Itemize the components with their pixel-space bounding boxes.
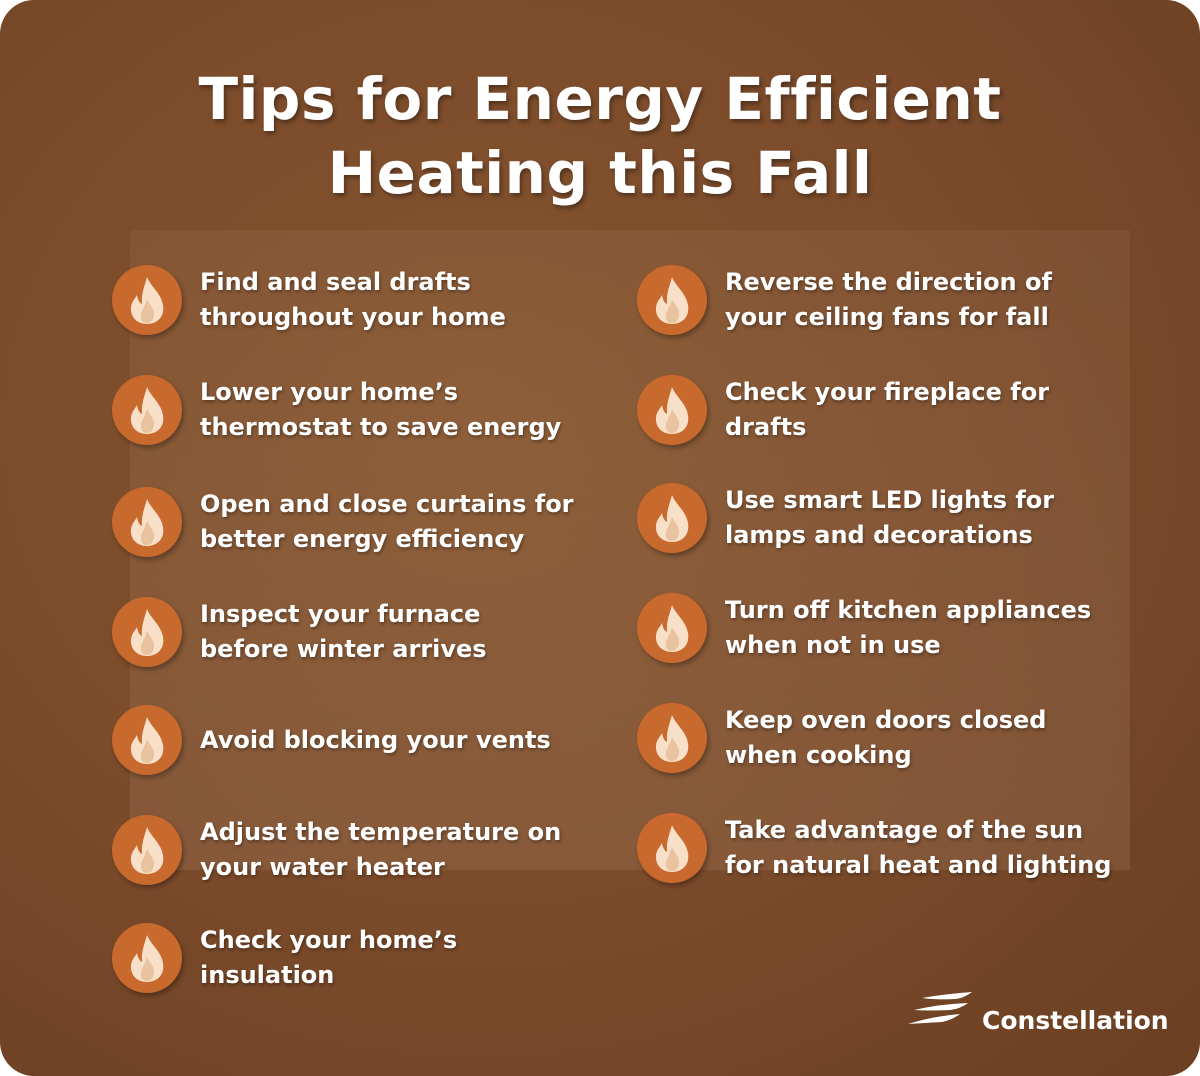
tip-item: Use smart LED lights for lamps and decor… <box>637 483 1054 553</box>
tip-text: Check your home’s insulation <box>200 926 458 989</box>
flame-icon <box>112 705 182 775</box>
flame-icon <box>637 483 707 553</box>
logo-text: Constellation <box>982 1006 1169 1035</box>
tip-text: Turn off kitchen appliances when not in … <box>725 596 1092 659</box>
flame-icon <box>637 375 707 445</box>
tip-text: Find and seal drafts throughout your hom… <box>200 268 506 331</box>
flame-icon <box>112 923 182 993</box>
flame-icon <box>112 487 182 557</box>
tip-text: Take advantage of the sun for natural he… <box>725 816 1112 879</box>
tip-item: Avoid blocking your vents <box>112 705 551 775</box>
tip-text: Check your fireplace for drafts <box>725 378 1050 441</box>
tip-item: Lower your home’s thermostat to save ene… <box>112 375 561 445</box>
tip-item: Find and seal drafts throughout your hom… <box>112 265 506 335</box>
tip-text: Adjust the temperature on your water hea… <box>200 818 562 881</box>
title-line: Heating this Fall <box>327 139 873 207</box>
tip-text: Avoid blocking your vents <box>200 725 551 754</box>
tip-item: Inspect your furnace before winter arriv… <box>112 597 487 667</box>
flame-icon <box>637 593 707 663</box>
flame-icon <box>112 265 182 335</box>
flame-icon <box>637 703 707 773</box>
tip-item: Keep oven doors closed when cooking <box>637 703 1046 773</box>
tip-text: Keep oven doors closed when cooking <box>725 706 1047 769</box>
flame-icon <box>112 597 182 667</box>
tip-text: Open and close curtains for better energ… <box>200 490 574 553</box>
background-photo-overlay <box>130 230 1130 870</box>
title-line: Tips for Energy Efficient <box>198 65 1002 133</box>
tip-text: Inspect your furnace before winter arriv… <box>200 600 487 663</box>
flame-icon <box>637 265 707 335</box>
flame-icon <box>637 813 707 883</box>
tip-item: Turn off kitchen appliances when not in … <box>637 593 1091 663</box>
tip-item: Adjust the temperature on your water hea… <box>112 815 561 885</box>
tip-text: Lower your home’s thermostat to save ene… <box>200 378 562 441</box>
tip-item: Check your home’s insulation <box>112 923 457 993</box>
flame-icon <box>112 815 182 885</box>
tip-item: Check your fireplace for drafts <box>637 375 1049 445</box>
tip-item: Open and close curtains for better energ… <box>112 487 574 557</box>
constellation-logo-icon <box>908 991 972 1024</box>
tip-text: Use smart LED lights for lamps and decor… <box>725 486 1055 549</box>
constellation-logo: Constellation <box>908 984 1169 1035</box>
tip-text: Reverse the direction of your ceiling fa… <box>725 268 1052 331</box>
tip-item: Take advantage of the sun for natural he… <box>637 813 1111 883</box>
page-title: Tips for Energy Efficient Heating this F… <box>0 62 1200 210</box>
flame-icon <box>112 375 182 445</box>
tip-item: Reverse the direction of your ceiling fa… <box>637 265 1052 335</box>
